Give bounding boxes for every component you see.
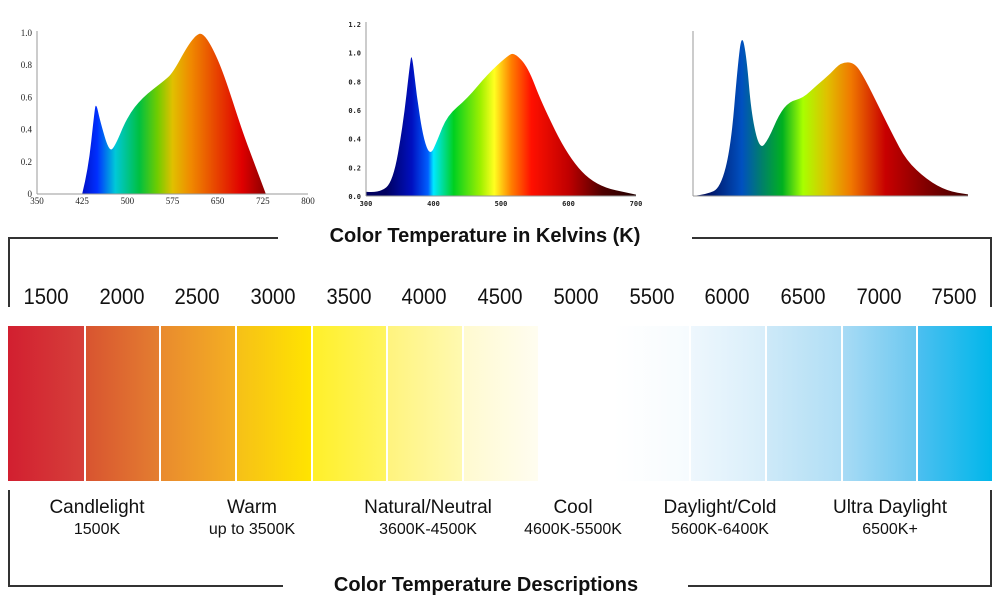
- desc-ultra-daylight: Ultra Daylight 6500K+: [833, 497, 947, 539]
- y-tick-label: 0.4: [348, 136, 361, 144]
- kelvin-label: 6000: [704, 284, 750, 309]
- desc-range: 1500K: [73, 521, 121, 538]
- x-tick-label: 725: [256, 196, 270, 206]
- y-tick-label: 0: [28, 189, 33, 199]
- desc-range: 5600K-6400K: [671, 521, 769, 538]
- x-tick-label: 350: [30, 196, 44, 206]
- kelvin-band-5000: [537, 326, 614, 481]
- kelvin-band-3000: [235, 326, 311, 481]
- kelvin-band-4000: [386, 326, 463, 481]
- kelvin-band-5500: [613, 326, 690, 481]
- y-tick-label: 0.2: [348, 164, 361, 172]
- desc-daylight: Daylight/Cold 5600K-6400K: [664, 497, 777, 539]
- kelvin-label: 4000: [401, 284, 447, 309]
- desc-range: 4600K-5500K: [524, 521, 622, 538]
- kelvin-label: 3500: [326, 284, 372, 309]
- y-tick-label: 0.4: [21, 125, 33, 135]
- bottom-bracket-right-vertical: [990, 490, 992, 587]
- desc-name: Natural/Neutral: [364, 497, 492, 518]
- kelvin-band-7500: [916, 326, 992, 481]
- desc-cool: Cool 4600K-5500K: [524, 497, 622, 539]
- kelvin-label: 5500: [629, 284, 675, 309]
- kelvin-band-3500: [310, 326, 387, 481]
- kelvin-band-1500: [8, 326, 84, 481]
- desc-natural: Natural/Neutral 3600K-4500K: [364, 497, 492, 539]
- kelvin-label: 5000: [553, 284, 599, 309]
- kelvin-band-2000: [83, 326, 160, 481]
- y-tick-label: 0.8: [348, 78, 361, 86]
- x-tick-label: 575: [166, 196, 180, 206]
- kelvin-label: 6500: [780, 284, 826, 309]
- kelvin-title: Color Temperature in Kelvins (K): [319, 225, 651, 248]
- desc-name: Cool: [553, 497, 593, 518]
- kelvin-label: 7500: [931, 284, 977, 309]
- x-tick-label: 500: [495, 200, 508, 208]
- top-bracket-left: [8, 237, 278, 239]
- y-tick-label: 0.6: [348, 107, 361, 115]
- kelvin-band-2500: [159, 326, 236, 481]
- y-tick-label: 0.8: [21, 60, 33, 70]
- bottom-bracket-left: [8, 585, 283, 587]
- kelvin-label: 4500: [477, 284, 523, 309]
- kelvin-label: 1500: [23, 284, 69, 309]
- desc-range: up to 3500K: [208, 521, 296, 538]
- bottom-bracket-left-vertical: [8, 490, 10, 587]
- kelvin-label: 2000: [99, 284, 145, 309]
- desc-candlelight: Candlelight 1500K: [49, 497, 144, 539]
- x-tick-label: 300: [360, 200, 373, 208]
- desc-range: 3600K-4500K: [379, 521, 477, 538]
- desc-name: Warm: [227, 497, 277, 518]
- spectrum-area-3: [693, 39, 968, 196]
- desc-range: 6500K+: [862, 521, 918, 538]
- top-bracket-right: [692, 237, 992, 239]
- spectral-charts: 350 425 500 575 650 725 800 0 0.2 0.4 0.6 0.8 1.0 300…: [21, 21, 968, 208]
- x-tick-label: 700: [630, 200, 643, 208]
- y-tick-label: 0.0: [348, 193, 361, 201]
- x-tick-label: 500: [121, 196, 135, 206]
- x-tick-label: 600: [562, 200, 575, 208]
- kelvin-band-7000: [840, 326, 917, 481]
- x-tick-label: 400: [427, 200, 440, 208]
- desc-name: Ultra Daylight: [832, 497, 948, 518]
- x-tick-label: 425: [75, 196, 89, 206]
- desc-warm: Warm up to 3500K: [209, 497, 295, 539]
- kelvin-band-6000: [689, 326, 765, 481]
- spectrum-area-2: [366, 53, 636, 196]
- top-bracket-left-vertical: [8, 237, 10, 307]
- y-tick-label: 1.2: [348, 21, 361, 29]
- kelvin-band-4500: [462, 326, 538, 481]
- x-tick-label: 650: [211, 196, 225, 206]
- top-bracket-right-vertical: [990, 237, 992, 307]
- kelvin-label: 7000: [856, 284, 902, 309]
- desc-name: Candlelight: [49, 497, 145, 518]
- kelvin-label: 2500: [174, 284, 220, 309]
- kelvin-band-6500: [764, 326, 841, 481]
- y-tick-label: 1.0: [348, 50, 361, 58]
- spectrum-area-1: [82, 33, 266, 194]
- bottom-bracket-right: [688, 585, 992, 587]
- x-tick-label: 800: [301, 196, 315, 206]
- y-tick-label: 1.0: [21, 28, 33, 38]
- y-tick-label: 0.6: [21, 92, 33, 102]
- kelvin-label: 3000: [250, 284, 296, 309]
- desc-name: Daylight/Cold: [663, 497, 777, 518]
- y-tick-label: 0.2: [21, 157, 32, 167]
- descriptions-title: Color Temperature Descriptions: [323, 574, 649, 597]
